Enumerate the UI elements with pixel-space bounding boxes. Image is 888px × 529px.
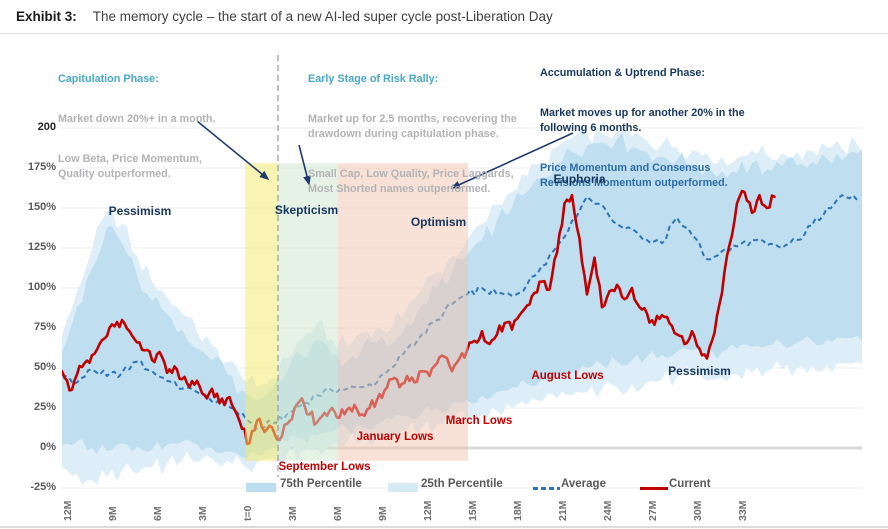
x-axis-label: 33M — [737, 500, 749, 521]
legend-dash-average — [533, 487, 560, 490]
y-axis-label: 25% — [33, 401, 56, 413]
capitulation-heading: Capitulation Phase: — [58, 73, 159, 86]
y-axis-label: 100% — [27, 281, 56, 293]
x-axis-label: 3M — [287, 506, 299, 521]
y-axis-label: 175% — [27, 161, 56, 173]
annotation-arrow-2 — [298, 144, 311, 186]
accumulation-heading: Accumulation & Uptrend Phase: — [540, 67, 705, 80]
phase-label-euphoria: Euphoria — [553, 172, 606, 187]
low-label-august-lows: August Lows — [531, 370, 604, 382]
phase-label-skepticism: Skepticism — [274, 202, 339, 217]
legend-swatch-25th-percentile — [388, 483, 418, 492]
phase-label-optimism: Optimism — [410, 215, 467, 230]
x-axis-label: 27M — [647, 500, 659, 521]
y-axis-label: 75% — [33, 321, 56, 333]
capitulation-para1: Market down 20%+ in a month. — [58, 112, 216, 125]
legend-label-25th-percentile: 25th Percentile — [421, 478, 503, 490]
y-axis-label: 150% — [27, 201, 56, 213]
phase-band-accumulation-uptrend — [338, 163, 469, 461]
x-axis-label: t=0 — [242, 505, 254, 521]
y-axis-label: 0% — [40, 441, 56, 453]
bottom-divider — [0, 526, 888, 528]
x-axis-label: 9M — [107, 506, 119, 521]
plot-series — [62, 126, 862, 485]
accumulation-para1: Market moves up for another 20% in the f… — [540, 106, 745, 135]
x-axis-label: 9M — [377, 506, 389, 521]
header-divider — [0, 33, 888, 34]
accumulation-para2: Price Momentum and Consensus Revisions M… — [540, 161, 728, 190]
exhibit-title: The memory cycle – the start of a new AI… — [92, 9, 553, 24]
annotation-arrow-1 — [196, 120, 270, 181]
phase-band-early-risk-rally — [278, 163, 338, 461]
x-axis-label: 15M — [467, 500, 479, 521]
phase-band-capitulation — [245, 163, 278, 461]
x-axis-label: 30M — [692, 500, 704, 521]
annotation-risk-rally: Early Stage of Risk Rally: Market up for… — [308, 57, 540, 222]
legend-label-current: Current — [669, 478, 711, 490]
exhibit-header: Exhibit 3: The memory cycle – the start o… — [16, 9, 553, 24]
y-axis-label: 125% — [27, 241, 56, 253]
x-axis-label: 18M — [512, 500, 524, 521]
legend-label-average: Average — [561, 478, 606, 490]
capitulation-para2: Low Beta, Price Momentum, Quality outper… — [58, 152, 202, 180]
low-label-march-lows: March Lows — [445, 414, 513, 427]
x-axis-label: 3M — [197, 506, 209, 521]
x-axis-label: 21M — [557, 500, 569, 521]
annotation-arrow-3 — [450, 132, 574, 189]
legend-label-75th-percentile: 75th Percentile — [280, 478, 362, 490]
legend-line-current — [640, 487, 668, 490]
x-axis-label: 12M — [422, 500, 434, 521]
x-axis-label: 6M — [332, 506, 344, 521]
low-label-january-lows: January Lows — [356, 430, 434, 443]
x-axis-label: 6M — [152, 506, 164, 521]
y-axis-label: 200 — [37, 121, 56, 133]
annotation-capitulation: Capitulation Phase: Market down 20%+ in … — [58, 57, 263, 207]
x-axis-label: 24M — [602, 500, 614, 521]
y-axis-label: 50% — [33, 361, 56, 373]
phase-label-pessimism: Pessimism — [108, 204, 172, 219]
risk-rally-para2: Small Cap, Low Quality, Price Laggards, … — [308, 167, 514, 196]
risk-rally-heading: Early Stage of Risk Rally: — [308, 73, 439, 86]
x-axis-label: 12M — [62, 500, 74, 521]
legend-swatch-75th-percentile — [246, 483, 276, 492]
annotation-accumulation: Accumulation & Uptrend Phase: Market mov… — [540, 51, 785, 216]
phase-label-pessimism: Pessimism — [668, 364, 731, 379]
low-label-september-lows: September Lows — [278, 461, 371, 474]
exhibit-number: Exhibit 3: — [16, 9, 77, 24]
y-axis-label: -25% — [30, 481, 56, 493]
risk-rally-para1: Market up for 2.5 months, recovering the… — [308, 112, 517, 141]
